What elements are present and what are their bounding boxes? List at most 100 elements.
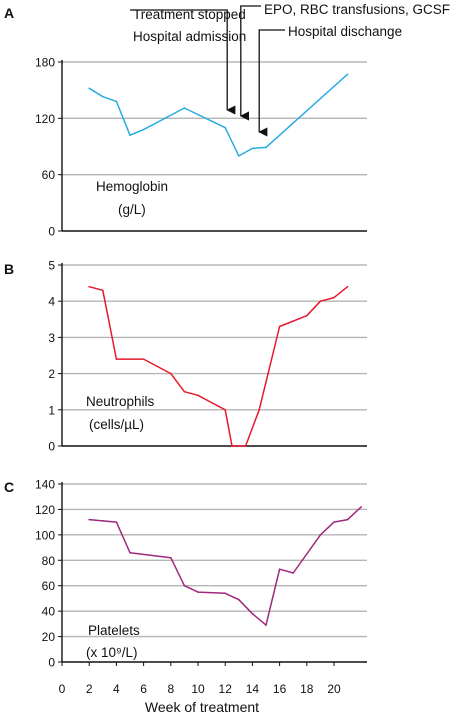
data-point bbox=[88, 87, 90, 90]
x-tick-label: 8 bbox=[167, 682, 174, 696]
annotation-arrow bbox=[130, 9, 236, 115]
x-tick-label: 12 bbox=[219, 682, 233, 696]
y-tick-label: 5 bbox=[48, 259, 55, 273]
data-point bbox=[102, 520, 104, 522]
y-tick-label: 60 bbox=[42, 168, 56, 182]
data-point bbox=[102, 95, 104, 98]
panel-label: A bbox=[4, 5, 14, 21]
data-point bbox=[115, 358, 118, 360]
data-point bbox=[319, 534, 322, 536]
data-point bbox=[319, 300, 322, 303]
annotation-arrow bbox=[258, 29, 285, 137]
x-tick-label: 16 bbox=[273, 682, 287, 696]
y-tick-label: 0 bbox=[48, 225, 55, 239]
data-point bbox=[251, 612, 254, 615]
data-point bbox=[278, 325, 281, 328]
annotation-arrow bbox=[239, 5, 261, 121]
x-tick-label: 10 bbox=[191, 682, 205, 696]
data-point bbox=[346, 518, 349, 521]
x-tick-label: 14 bbox=[246, 682, 260, 696]
data-point bbox=[306, 314, 308, 317]
annotation-text: Treatment stopped bbox=[133, 7, 246, 22]
data-point bbox=[231, 445, 233, 447]
data-point bbox=[265, 624, 267, 626]
data-point bbox=[278, 568, 281, 570]
data-point bbox=[183, 390, 186, 393]
y-tick-label: 120 bbox=[35, 112, 55, 126]
series-unit-label: (g/L) bbox=[118, 202, 146, 217]
y-tick-label: 3 bbox=[48, 331, 55, 345]
data-point bbox=[88, 518, 90, 521]
data-point bbox=[210, 401, 213, 404]
series-name-label: Platelets bbox=[88, 623, 140, 638]
data-point bbox=[224, 409, 226, 411]
series-unit-label: (cells/µL) bbox=[89, 417, 144, 432]
data-point bbox=[244, 445, 247, 447]
x-tick-label: 4 bbox=[113, 682, 120, 696]
panel-B: B 0 1 2 3 4 5 Neutrophils (cells/µL) bbox=[4, 259, 367, 454]
x-tick-label: 2 bbox=[86, 682, 93, 696]
series-unit-label: (x 10⁹/L) bbox=[86, 645, 138, 660]
annotation-text: EPO, RBC transfusions, GCSF bbox=[264, 2, 450, 17]
data-point bbox=[251, 147, 254, 150]
annotation: Hospital dischange bbox=[258, 24, 402, 137]
data-point bbox=[197, 591, 199, 593]
data-point bbox=[224, 592, 226, 595]
data-point bbox=[129, 551, 131, 554]
panel-label: C bbox=[4, 479, 14, 495]
data-point bbox=[88, 285, 90, 288]
y-tick-label: 0 bbox=[48, 440, 55, 454]
data-point bbox=[333, 296, 335, 299]
series-name-label: Neutrophils bbox=[86, 394, 155, 409]
y-tick-label: 2 bbox=[48, 367, 55, 381]
series-line bbox=[88, 73, 349, 157]
data-point bbox=[102, 289, 104, 292]
data-point bbox=[346, 285, 349, 288]
data-point bbox=[360, 506, 363, 508]
data-point bbox=[170, 372, 172, 375]
series-name-label: Hemoglobin bbox=[96, 179, 168, 194]
data-point bbox=[258, 409, 261, 411]
annotation-text: Hospital admission bbox=[133, 29, 246, 44]
y-tick-label: 120 bbox=[35, 503, 55, 517]
y-tick-label: 40 bbox=[42, 605, 56, 619]
y-tick-label: 20 bbox=[42, 630, 56, 644]
y-tick-label: 180 bbox=[35, 56, 55, 70]
data-point bbox=[129, 134, 131, 137]
data-point bbox=[183, 584, 186, 587]
data-point bbox=[346, 73, 349, 76]
annotation: EPO, RBC transfusions, GCSF bbox=[239, 2, 450, 121]
data-point bbox=[238, 155, 240, 157]
data-point bbox=[238, 598, 240, 601]
data-point bbox=[142, 358, 145, 360]
data-point bbox=[197, 394, 199, 397]
panel-label: B bbox=[4, 261, 14, 277]
panel-A: A 0 60 120 180 Hemoglobin (g/L) bbox=[4, 5, 367, 239]
data-point bbox=[292, 572, 295, 574]
y-tick-label: 140 bbox=[35, 478, 55, 492]
y-tick-label: 60 bbox=[42, 579, 56, 593]
y-tick-label: 80 bbox=[42, 554, 56, 568]
data-point bbox=[183, 107, 186, 109]
y-tick-label: 100 bbox=[35, 528, 55, 542]
x-tick-label: 0 bbox=[59, 682, 66, 696]
x-tick-label: 18 bbox=[300, 682, 314, 696]
x-axis-title: Week of treatment bbox=[145, 699, 259, 715]
data-point bbox=[142, 128, 145, 131]
data-point bbox=[115, 100, 118, 103]
x-tick-label: 6 bbox=[140, 682, 147, 696]
y-tick-label: 0 bbox=[48, 656, 55, 670]
y-tick-label: 4 bbox=[48, 295, 55, 309]
annotation: Treatment stopped Hospital admission bbox=[130, 7, 246, 115]
data-point bbox=[265, 146, 267, 149]
data-point bbox=[333, 521, 335, 523]
panel-C: C 0 20 40 60 80 100 120 140 Platelets (x 10⁹/L) 0 2 4… bbox=[4, 478, 367, 715]
data-point bbox=[170, 556, 172, 559]
x-tick-label: 20 bbox=[327, 682, 341, 696]
data-point bbox=[115, 521, 118, 523]
series-line bbox=[89, 506, 362, 626]
y-tick-label: 1 bbox=[48, 403, 55, 417]
data-point bbox=[224, 126, 226, 129]
annotation-text: Hospital dischange bbox=[288, 24, 402, 39]
